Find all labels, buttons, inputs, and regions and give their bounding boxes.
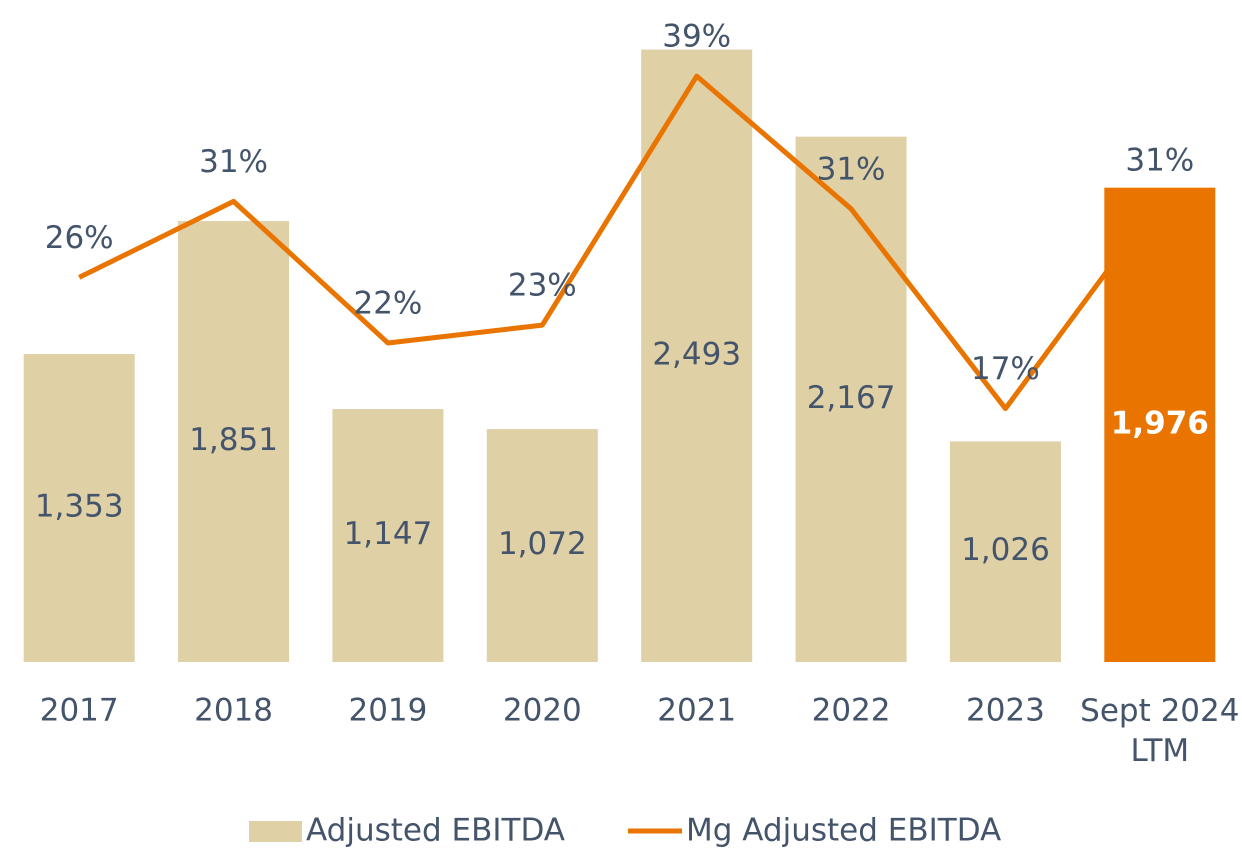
line-value-label: 22% [353, 285, 422, 321]
line-value-label: 31% [817, 151, 886, 187]
bar-value-label: 1,026 [961, 532, 1050, 568]
bar [1104, 187, 1216, 662]
bar-value-label: 1,353 [35, 489, 124, 525]
x-tick-label: Sept 2024 LTM [1080, 693, 1239, 769]
bar [332, 409, 444, 662]
legend-label: Adjusted EBITDA [306, 813, 565, 849]
x-tick-label: 2022 [812, 693, 891, 729]
bar [23, 354, 135, 662]
bar [486, 429, 598, 662]
line-value-label: 31% [1125, 142, 1194, 178]
x-tick-label: 2018 [194, 693, 273, 729]
bar [949, 441, 1061, 662]
x-tick-label: 2017 [40, 693, 119, 729]
line-value-label: 17% [971, 351, 1040, 387]
x-tick-label: 2023 [966, 693, 1045, 729]
x-tick-label: 2020 [503, 693, 582, 729]
bar [178, 221, 290, 662]
bar [795, 136, 907, 662]
bar-value-label: 1,976 [1111, 405, 1209, 441]
x-tick-label: 2021 [657, 693, 736, 729]
line-value-label: 26% [45, 220, 114, 256]
x-tick-label-line: Sept 2024 [1080, 693, 1239, 729]
bar-value-label: 1,147 [344, 516, 433, 552]
line-value-label: 23% [508, 268, 577, 304]
x-tick-label: 2019 [348, 693, 427, 729]
bar-value-label: 2,493 [652, 336, 741, 372]
bar-value-label: 1,072 [498, 526, 587, 562]
bar-value-label: 2,167 [807, 380, 896, 416]
line-value-label: 31% [199, 144, 268, 180]
legend-label: Mg Adjusted EBITDA [686, 813, 1001, 849]
x-tick-label-line: LTM [1130, 733, 1189, 769]
legend-swatch [249, 821, 302, 842]
bar [641, 49, 753, 662]
line [78, 73, 1162, 412]
bar-value-label: 1,851 [189, 422, 278, 458]
line-value-label: 39% [662, 19, 731, 55]
